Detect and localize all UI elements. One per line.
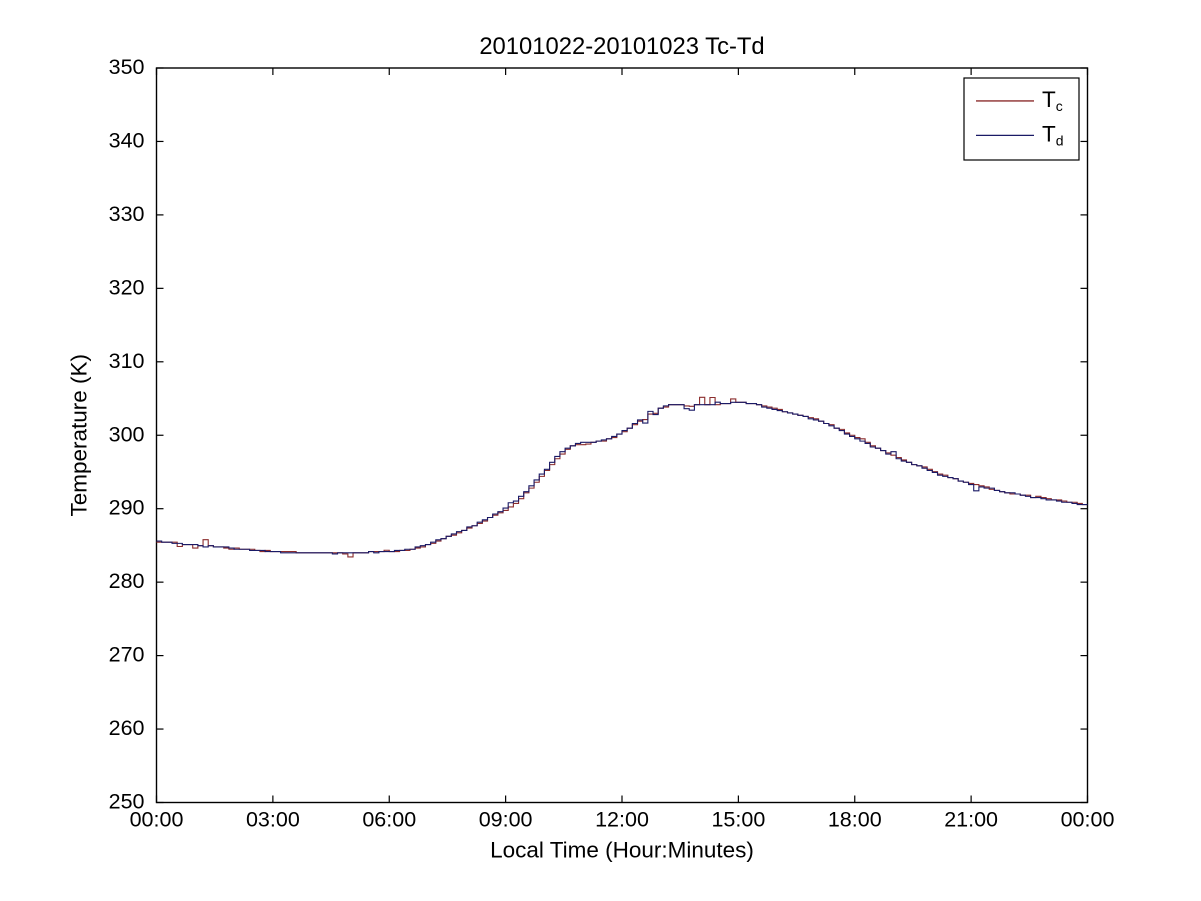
svg-text:320: 320 bbox=[109, 275, 145, 299]
svg-text:18:00: 18:00 bbox=[828, 808, 882, 832]
svg-text:260: 260 bbox=[109, 716, 145, 740]
svg-text:15:00: 15:00 bbox=[711, 808, 765, 832]
svg-text:21:00: 21:00 bbox=[944, 808, 998, 832]
svg-text:00:00: 00:00 bbox=[1061, 808, 1115, 832]
svg-text:330: 330 bbox=[109, 202, 145, 226]
svg-text:03:00: 03:00 bbox=[246, 808, 300, 832]
svg-text:290: 290 bbox=[109, 496, 145, 520]
svg-text:09:00: 09:00 bbox=[479, 808, 533, 832]
svg-text:20101022-20101023 Tc-Td: 20101022-20101023 Tc-Td bbox=[479, 33, 764, 60]
svg-text:350: 350 bbox=[109, 55, 145, 79]
svg-text:310: 310 bbox=[109, 349, 145, 373]
svg-text:340: 340 bbox=[109, 128, 145, 152]
svg-text:Temperature (K): Temperature (K) bbox=[67, 354, 92, 517]
svg-text:300: 300 bbox=[109, 422, 145, 446]
svg-text:06:00: 06:00 bbox=[362, 808, 416, 832]
svg-text:12:00: 12:00 bbox=[595, 808, 649, 832]
svg-text:00:00: 00:00 bbox=[130, 808, 184, 832]
svg-text:270: 270 bbox=[109, 643, 145, 667]
svg-text:280: 280 bbox=[109, 569, 145, 593]
svg-text:Local Time (Hour:Minutes): Local Time (Hour:Minutes) bbox=[490, 838, 754, 863]
